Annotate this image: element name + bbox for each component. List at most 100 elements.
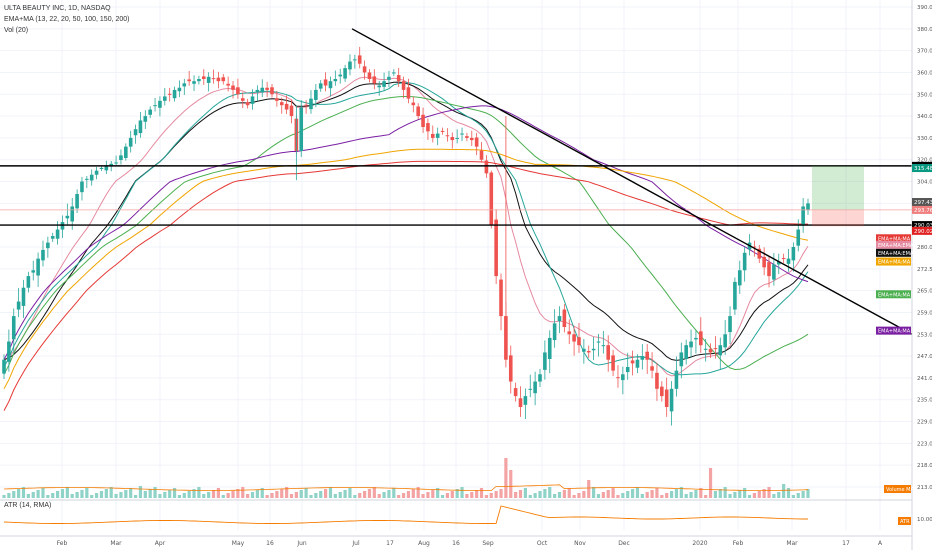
volume-bar	[548, 487, 552, 498]
volume-bar	[265, 495, 269, 498]
candle-body	[192, 81, 196, 84]
candle-body	[382, 81, 386, 87]
candle-body	[158, 100, 162, 108]
volume-bar	[669, 491, 674, 498]
volume-bar	[221, 495, 225, 498]
volume-bar	[299, 490, 303, 498]
time-tick-label: Aug	[418, 540, 430, 547]
volume-bar	[158, 494, 162, 498]
volume-bar	[557, 492, 562, 498]
price-axis[interactable]: 390.00 380.00 370.00 360.00 350.00 340.00 330.…	[911, 0, 932, 550]
candle-body	[416, 106, 420, 117]
candle-body	[396, 75, 401, 82]
volume-bar	[21, 487, 26, 498]
volume-bar	[718, 489, 722, 498]
candle-body	[562, 309, 567, 327]
time-axis[interactable]: Feb Mar Apr May 16 Jun Jul 17 Aug 16 Sep Oct Nov Dec 2…	[0, 535, 912, 547]
indicator-legend[interactable]: EMA+MA (13, 22, 20, 50, 100, 150, 200)	[4, 16, 130, 23]
candle-body	[635, 359, 640, 368]
ma-20-line	[3, 82, 809, 376]
volume-bar	[114, 494, 118, 498]
volume-bar	[406, 491, 411, 498]
candle-body	[484, 160, 489, 174]
symbol-legend[interactable]: ULTA BEAUTY INC, 1D, NASDAQ	[4, 5, 111, 12]
atr-tag-box	[898, 517, 911, 525]
volume-legend[interactable]: Vol (20)	[4, 27, 29, 34]
atr-legend[interactable]: ATR (14, RMA)	[4, 502, 52, 509]
volume-bar	[538, 491, 542, 498]
candle-body	[703, 348, 708, 350]
volume-bar	[241, 487, 245, 498]
volume-bar	[757, 491, 761, 498]
time-tick-label: Mar	[110, 540, 122, 547]
volume-bar	[285, 487, 289, 498]
candle-body	[387, 76, 391, 80]
candle-body	[621, 374, 625, 381]
volume-bar	[192, 489, 196, 498]
volume-bar	[7, 493, 11, 498]
time-tick-label: 17	[842, 540, 850, 547]
volume-bar	[119, 492, 123, 498]
volume-tag-text: Volume MA	[886, 487, 914, 493]
volume-bar	[367, 489, 372, 498]
indicator-tag-text: EMA+MA:MA 3	[878, 329, 915, 335]
candle-body	[762, 256, 766, 268]
chart-legend: ULTA BEAUTY INC, 1D, NASDAQ EMA+MA (13, …	[4, 3, 130, 36]
volume-bar	[460, 487, 464, 498]
volume-bar	[60, 489, 65, 498]
volume-bar	[377, 494, 381, 498]
volume-bar	[401, 493, 406, 498]
candle-body	[533, 381, 537, 394]
candle-body	[660, 386, 664, 397]
volume-bar	[17, 489, 21, 498]
price-tick-label: 360.00	[917, 70, 932, 76]
volume-bar	[431, 490, 435, 498]
time-tick-label: Feb	[57, 540, 68, 547]
volume-bar	[124, 490, 128, 498]
candle-body	[752, 246, 757, 248]
candle-body	[796, 229, 801, 246]
candle-body	[114, 162, 118, 164]
volume-bar	[51, 493, 55, 498]
volume-bar	[309, 495, 313, 498]
candle-body	[737, 270, 742, 286]
volume-bar	[621, 493, 625, 498]
ma-50-line	[3, 96, 809, 375]
horizontal-levels[interactable]	[0, 165, 912, 226]
volume-bar	[343, 490, 347, 498]
indicator-tag-box	[876, 234, 911, 243]
candle-body	[791, 247, 796, 261]
candle-body	[41, 249, 45, 261]
candle-body	[640, 356, 645, 360]
price-tick-label: 241.00	[917, 376, 932, 382]
volume-bar	[41, 488, 45, 498]
long-position-box[interactable]	[0, 165, 912, 227]
volume-bar	[665, 493, 669, 498]
trendline[interactable]	[351, 28, 913, 335]
candle-body	[177, 87, 182, 92]
volume-bar	[514, 492, 518, 498]
volume-bar	[523, 488, 527, 498]
volume-bar	[479, 488, 484, 498]
candle-body	[309, 98, 313, 110]
volume-bar	[772, 494, 776, 498]
candle-body	[153, 105, 157, 107]
candle-body	[11, 316, 16, 340]
volume-bar	[635, 487, 640, 498]
time-tick-label: Dec	[618, 540, 630, 547]
volume-bar	[567, 488, 571, 498]
candle-body	[367, 72, 372, 79]
volume-bar	[148, 489, 152, 498]
indicator-tag-text: EMA+MA:MA 2	[878, 292, 915, 298]
price-label-text: 290.03	[914, 223, 932, 229]
volume-bar	[450, 491, 454, 498]
time-tick-label: 16	[266, 540, 274, 547]
candle-body	[26, 276, 31, 288]
indicator-tag-text: EMA+MA:EMA 2	[878, 251, 918, 257]
atr-tick-label: 10.00	[917, 517, 932, 523]
candle-body	[2, 359, 6, 374]
price-tick-label: 390.00	[917, 5, 932, 11]
candle-body	[479, 150, 484, 160]
candle-body	[601, 345, 606, 347]
